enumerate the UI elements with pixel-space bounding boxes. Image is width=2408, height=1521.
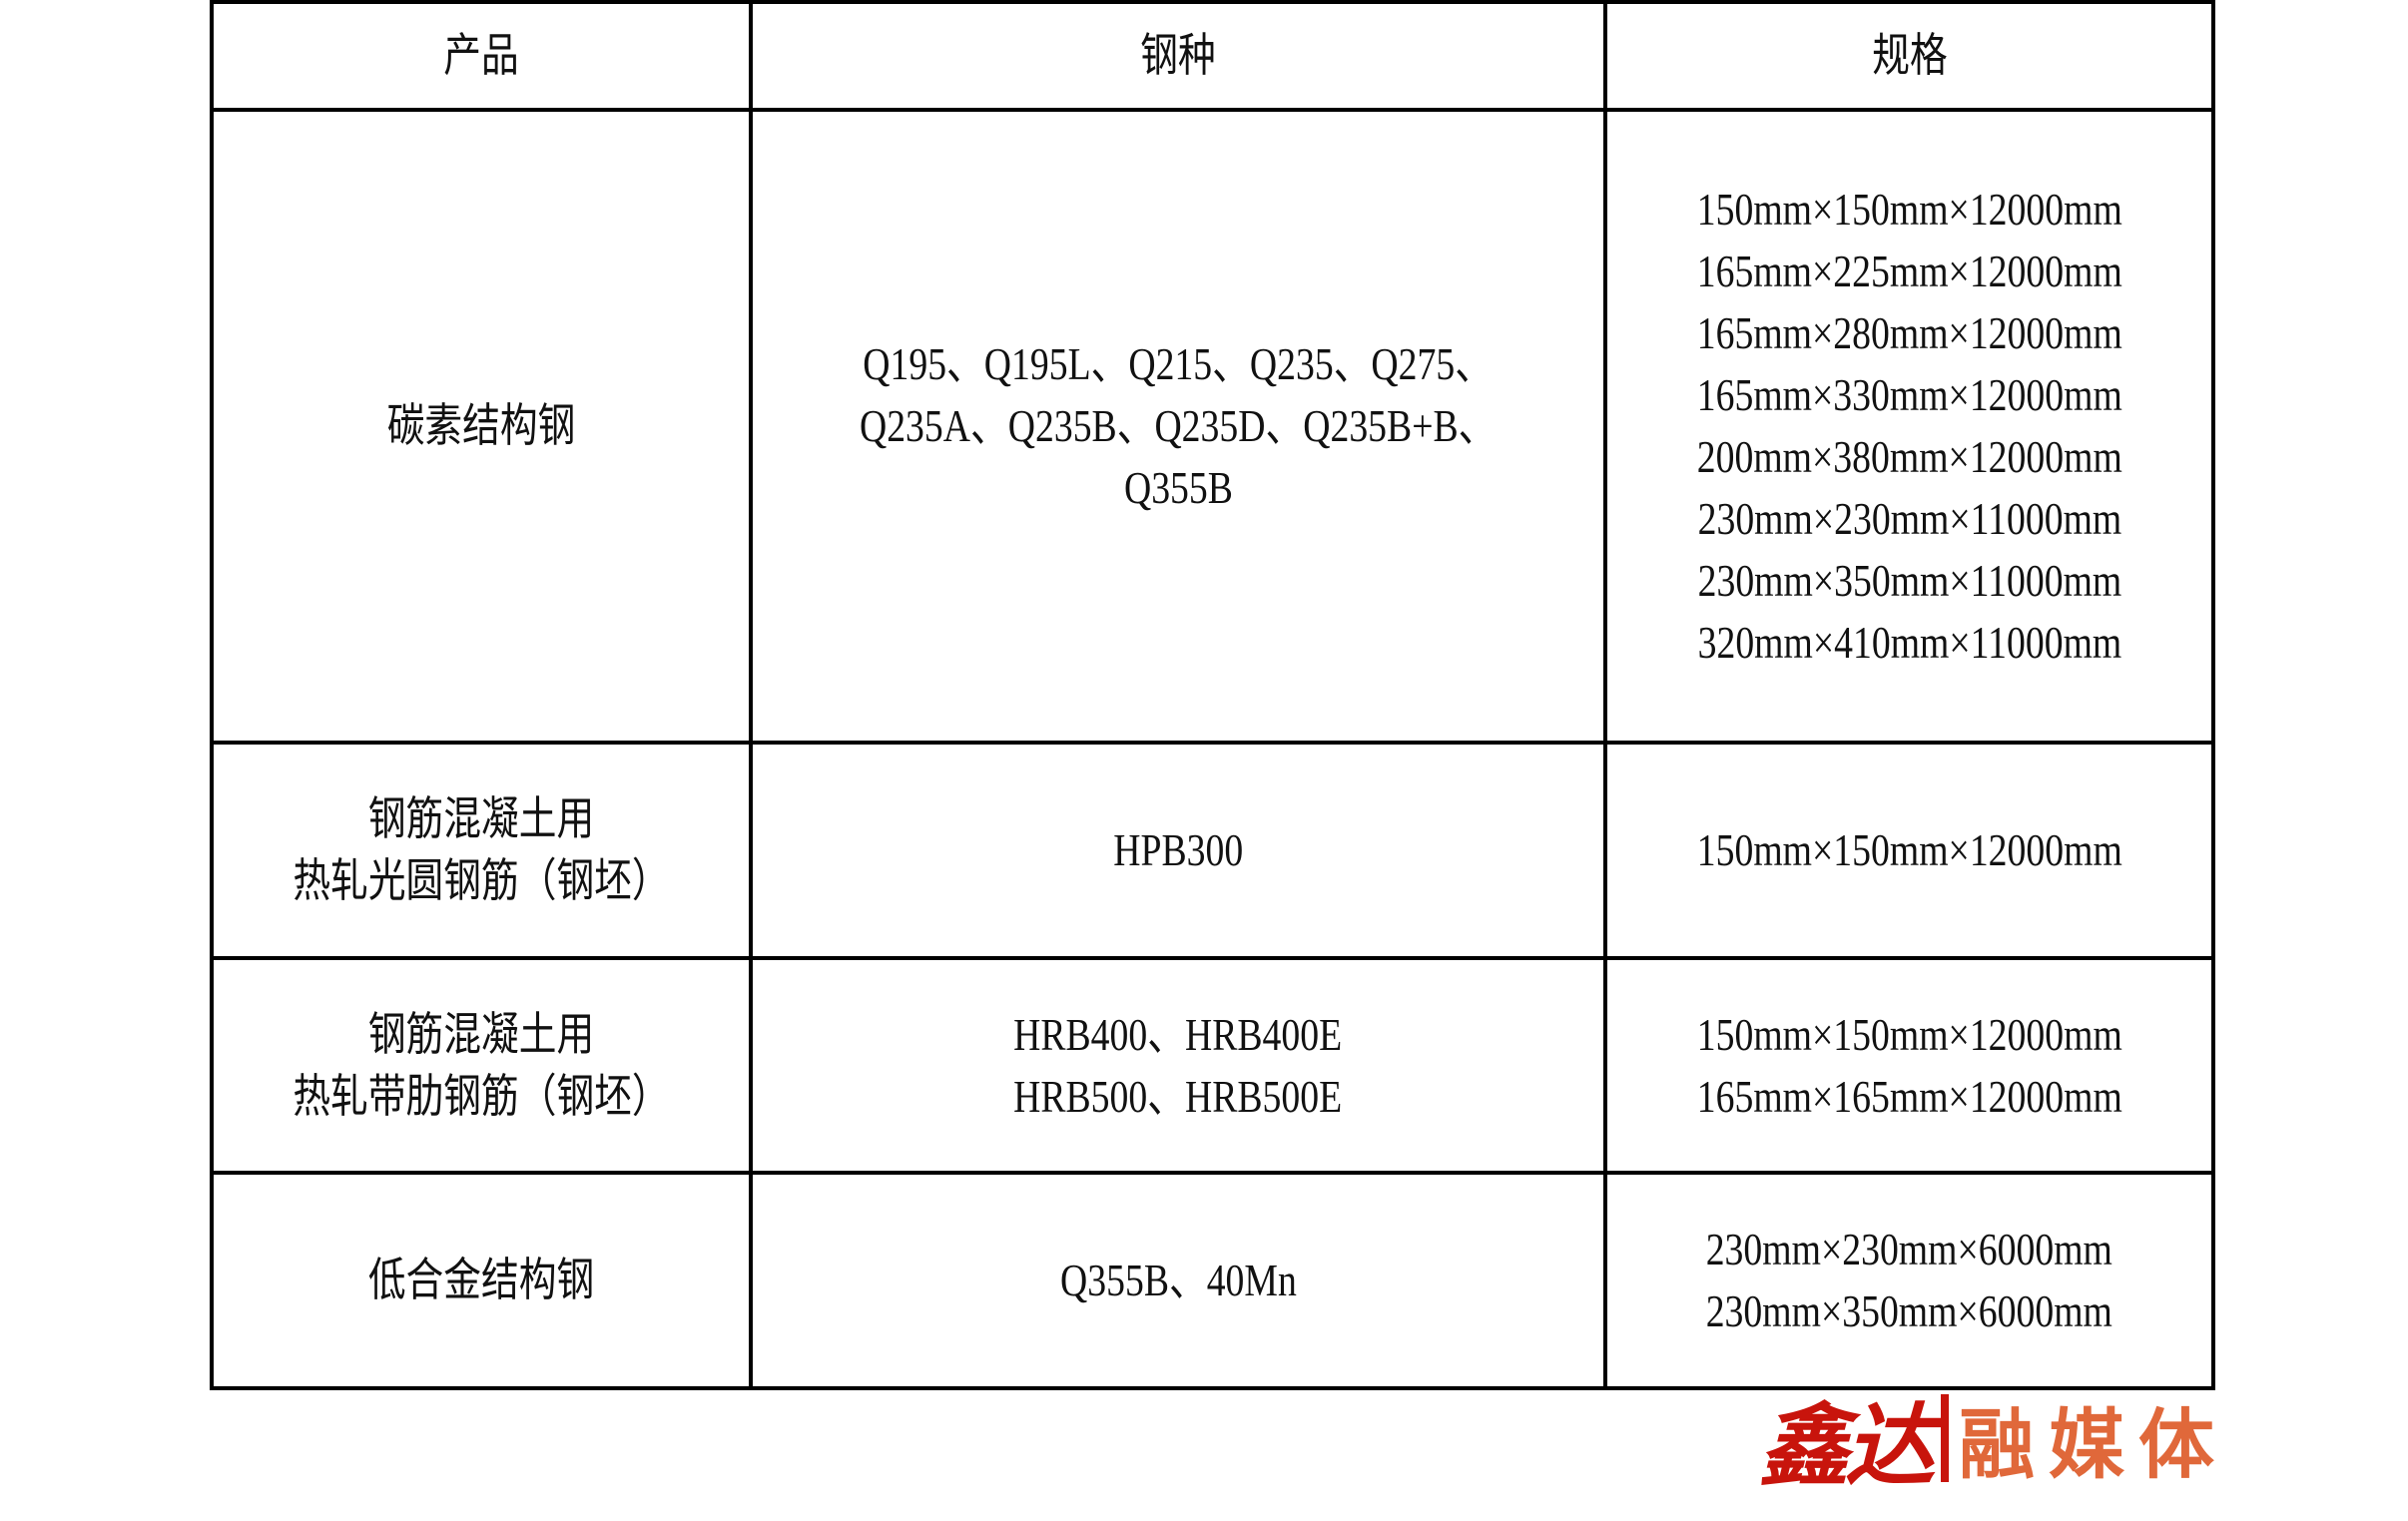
cell-text: 钢筋混凝土用 [367, 793, 595, 844]
table-row: 钢筋混凝土用热轧带肋钢筋（钢坯） HRB400、HRB400E HRB500、HRB… [210, 956, 2215, 1175]
product-cell: 钢筋混凝土用热轧带肋钢筋（钢坯） [210, 956, 753, 1175]
cell-line: Q355B、40Mn [753, 1250, 1603, 1311]
cell-line: 150mm×150mm×12000mm [1607, 179, 2211, 241]
cell-line: HRB500、HRB500E [753, 1066, 1603, 1128]
product-cell: 低合金结构钢 [210, 1171, 753, 1390]
cell-line: 165mm×330mm×12000mm [1607, 364, 2211, 426]
product-spec-table: 产品 钢种 规格 碳素结构钢 Q195、Q195L、Q215、Q235、Q275、… [210, 0, 2215, 1390]
cell-line: 230mm×230mm×11000mm [1607, 488, 2211, 550]
cell-line: HRB400、HRB400E [753, 1004, 1603, 1066]
cell-text: Q355B [1123, 462, 1233, 513]
header-spec: 规格 [1603, 0, 2215, 112]
spec-cell: 230mm×230mm×6000mm 230mm×350mm×6000mm [1603, 1171, 2215, 1390]
cell-text: 165mm×165mm×12000mm [1696, 1070, 2122, 1122]
cell-line: 钢筋混凝土用 [214, 788, 749, 850]
cell-line: 150mm×150mm×12000mm [1607, 819, 2211, 881]
cell-text: 钢筋混凝土用 [367, 1008, 595, 1060]
cell-text: 230mm×230mm×11000mm [1697, 493, 2121, 544]
cell-line: 230mm×350mm×6000mm [1607, 1280, 2211, 1342]
cell-line: Q355B [753, 457, 1603, 519]
cell-line: 165mm×225mm×12000mm [1607, 241, 2211, 302]
logo-divider [1941, 1394, 1949, 1482]
cell-line: 200mm×380mm×12000mm [1607, 426, 2211, 488]
table-row: 低合金结构钢 Q355B、40Mn 230mm×230mm×6000mm 230mm×… [210, 1171, 2215, 1390]
table-row: 碳素结构钢 Q195、Q195L、Q215、Q235、Q275、 Q235A、Q23… [210, 108, 2215, 745]
header-label: 钢种 [1140, 30, 1216, 81]
cell-text: 低合金结构钢 [367, 1255, 595, 1305]
cell-text: 热轧带肋钢筋（钢坯） [293, 1070, 670, 1122]
cell-text: 150mm×150mm×12000mm [1696, 1008, 2122, 1060]
cell-text: 320mm×410mm×11000mm [1697, 617, 2121, 668]
cell-line: Q235A、Q235B、Q235D、Q235B+B、 [753, 395, 1603, 457]
header-label: 产品 [443, 30, 519, 81]
cell-line: Q195、Q195L、Q215、Q235、Q275、 [753, 333, 1603, 395]
logo-right-text: 融媒体 [1959, 1400, 2228, 1489]
cell-line: 钢筋混凝土用 [214, 1004, 749, 1066]
cell-text: 165mm×330mm×12000mm [1696, 369, 2122, 420]
spec-cell: 150mm×150mm×12000mm 165mm×165mm×12000mm [1603, 956, 2215, 1175]
cell-text: Q195、Q195L、Q215、Q235、Q275、 [863, 338, 1494, 389]
cell-line: 碳素结构钢 [214, 395, 749, 457]
cell-line: 320mm×410mm×11000mm [1607, 612, 2211, 674]
cell-line: 热轧带肋钢筋（钢坯） [214, 1066, 749, 1128]
header-label: 规格 [1871, 30, 1948, 81]
cell-text: HRB500、HRB500E [1013, 1070, 1343, 1122]
cell-text: 150mm×150mm×12000mm [1696, 184, 2122, 235]
grade-cell: HPB300 [749, 741, 1607, 960]
cell-line: 热轧光圆钢筋（钢坯） [214, 850, 749, 912]
grade-cell: Q355B、40Mn [749, 1171, 1607, 1390]
cell-text: HRB400、HRB400E [1013, 1008, 1343, 1060]
cell-text: Q355B、40Mn [1059, 1255, 1297, 1305]
cell-text: 230mm×350mm×11000mm [1697, 555, 2121, 606]
cell-text: 165mm×225mm×12000mm [1696, 246, 2122, 296]
cell-text: 165mm×280mm×12000mm [1696, 307, 2122, 358]
cell-text: 热轧光圆钢筋（钢坯） [293, 855, 670, 906]
cell-line: 165mm×165mm×12000mm [1607, 1066, 2211, 1128]
cell-line: 230mm×230mm×6000mm [1607, 1219, 2211, 1280]
cell-line: HPB300 [753, 819, 1603, 881]
header-grade: 钢种 [749, 0, 1607, 112]
cell-line: 165mm×280mm×12000mm [1607, 302, 2211, 364]
logo-left-text: 鑫达 [1759, 1393, 1935, 1499]
grade-cell: HRB400、HRB400E HRB500、HRB500E [749, 956, 1607, 1175]
cell-text: 150mm×150mm×12000mm [1696, 824, 2122, 875]
product-cell: 钢筋混凝土用热轧光圆钢筋（钢坯） [210, 741, 753, 960]
spec-cell: 150mm×150mm×12000mm 165mm×225mm×12000mm 16… [1603, 108, 2215, 745]
cell-text: 230mm×350mm×6000mm [1705, 1285, 2113, 1336]
cell-text: 碳素结构钢 [386, 400, 576, 451]
product-cell: 碳素结构钢 [210, 108, 753, 745]
grade-cell: Q195、Q195L、Q215、Q235、Q275、 Q235A、Q235B、Q2… [749, 108, 1607, 745]
cell-text: HPB300 [1113, 824, 1243, 875]
cell-line: 230mm×350mm×11000mm [1607, 550, 2211, 612]
cell-line: 150mm×150mm×12000mm [1607, 1004, 2211, 1066]
spec-cell: 150mm×150mm×12000mm [1603, 741, 2215, 960]
header-row: 产品 钢种 规格 [210, 0, 2215, 112]
cell-text: 230mm×230mm×6000mm [1705, 1224, 2113, 1274]
logo: 鑫达 融媒体 [1759, 1383, 2228, 1499]
cell-text: 200mm×380mm×12000mm [1696, 431, 2122, 482]
table-row: 钢筋混凝土用热轧光圆钢筋（钢坯） HPB300 150mm×150mm×12000m… [210, 741, 2215, 960]
cell-line: 低合金结构钢 [214, 1250, 749, 1311]
cell-text: Q235A、Q235B、Q235D、Q235B+B、 [860, 400, 1497, 451]
header-product: 产品 [210, 0, 753, 112]
